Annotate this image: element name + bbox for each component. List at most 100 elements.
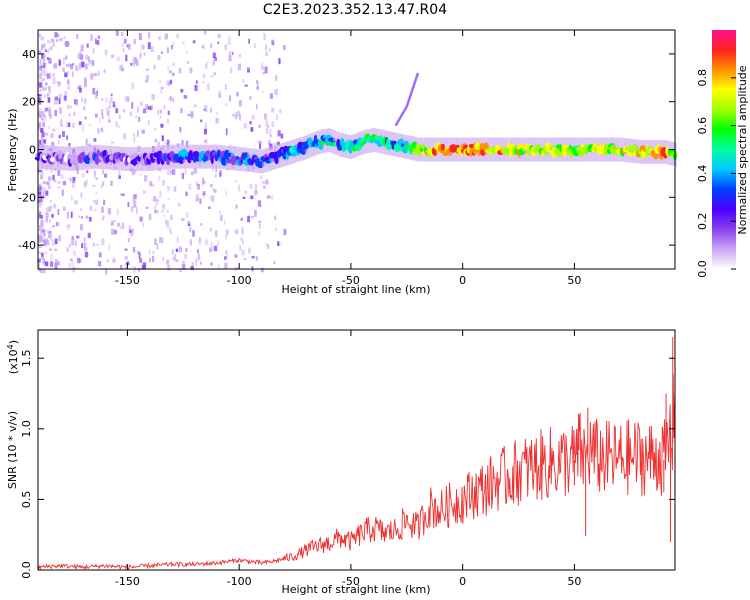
x-tick-label: -50: [342, 274, 360, 287]
y-tick-label: 0.5: [20, 491, 33, 509]
noise-mark: [40, 212, 42, 216]
noise-mark: [38, 110, 41, 118]
noise-mark: [72, 71, 74, 77]
noise-mark: [217, 240, 220, 247]
noise-mark: [263, 33, 266, 40]
noise-mark: [73, 177, 76, 181]
noise-mark: [172, 168, 176, 175]
noise-mark: [161, 237, 164, 244]
noise-mark: [242, 240, 244, 245]
noise-mark: [105, 268, 107, 275]
noise-mark: [254, 189, 258, 195]
noise-mark: [156, 209, 159, 214]
noise-mark: [38, 94, 41, 98]
noise-mark: [265, 243, 269, 247]
noise-mark: [89, 205, 93, 211]
spur-mark: [405, 72, 420, 107]
noise-mark: [58, 97, 61, 105]
noise-mark: [84, 77, 87, 83]
noise-mark: [44, 181, 48, 184]
noise-mark: [72, 62, 75, 66]
noise-mark: [266, 195, 270, 199]
noise-mark: [39, 89, 42, 92]
spectrogram-panel: -150 -100 -50 0 50 -40 -20 0 20 40 Height of stra…: [6, 29, 678, 296]
noise-mark: [43, 47, 47, 53]
noise-mark: [239, 245, 242, 251]
noise-mark: [249, 96, 252, 100]
noise-mark: [96, 40, 100, 46]
noise-mark: [172, 97, 175, 103]
noise-mark: [40, 195, 44, 203]
noise-mark: [122, 109, 126, 113]
noise-mark: [54, 262, 58, 269]
noise-mark: [225, 128, 228, 136]
noise-mark: [254, 42, 257, 49]
noise-mark: [114, 229, 117, 235]
noise-mark: [87, 232, 91, 239]
noise-mark: [217, 34, 221, 38]
noise-mark: [241, 227, 244, 235]
noise-mark: [225, 250, 227, 254]
noise-mark: [97, 128, 100, 134]
noise-mark: [244, 84, 248, 87]
noise-mark: [38, 202, 43, 206]
noise-mark: [38, 258, 41, 263]
noise-mark: [39, 33, 41, 38]
noise-mark: [38, 95, 41, 99]
noise-mark: [197, 249, 199, 254]
noise-mark: [60, 174, 64, 179]
noise-mark: [57, 33, 60, 38]
noise-mark: [149, 181, 153, 187]
noise-mark: [44, 107, 49, 112]
noise-mark: [42, 229, 46, 233]
noise-mark: [139, 216, 143, 222]
noise-mark: [48, 57, 52, 64]
noise-mark: [168, 227, 172, 232]
noise-mark: [48, 206, 51, 212]
noise-mark: [167, 198, 170, 201]
noise-mark: [271, 39, 275, 46]
noise-mark: [92, 242, 95, 247]
noise-mark: [132, 196, 136, 202]
noise-mark: [199, 261, 202, 265]
noise-mark: [228, 51, 232, 56]
noise-mark: [55, 259, 58, 264]
noise-mark: [40, 227, 44, 231]
noise-mark: [53, 203, 56, 209]
noise-mark: [39, 82, 43, 88]
x-tick-label: -150: [115, 575, 140, 588]
noise-mark: [198, 237, 201, 244]
noise-mark: [186, 61, 190, 64]
noise-mark: [276, 141, 280, 146]
y-tick-label: -20: [18, 191, 36, 204]
noise-mark: [45, 190, 49, 196]
noise-mark: [191, 261, 194, 266]
noise-mark: [244, 190, 247, 195]
noise-mark: [84, 81, 87, 88]
noise-mark: [187, 223, 191, 227]
noise-mark: [85, 215, 89, 219]
noise-mark: [256, 82, 260, 86]
noise-mark: [106, 259, 109, 263]
noise-mark: [88, 124, 92, 127]
noise-mark: [277, 241, 280, 246]
noise-mark: [152, 250, 155, 254]
y-tick-label: 1.5: [20, 349, 33, 367]
noise-mark: [142, 108, 147, 114]
noise-mark: [40, 240, 44, 243]
noise-mark: [201, 181, 204, 186]
noise-mark: [39, 215, 43, 219]
noise-mark: [136, 207, 138, 214]
noise-mark: [159, 115, 162, 119]
noise-mark: [95, 191, 98, 195]
noise-mark: [128, 43, 131, 51]
noise-mark: [98, 261, 102, 267]
noise-mark: [38, 268, 41, 271]
noise-mark: [48, 109, 51, 117]
noise-mark: [125, 54, 128, 62]
noise-mark: [42, 187, 46, 195]
noise-mark: [46, 240, 50, 246]
noise-mark: [84, 116, 87, 120]
noise-mark: [50, 38, 54, 43]
